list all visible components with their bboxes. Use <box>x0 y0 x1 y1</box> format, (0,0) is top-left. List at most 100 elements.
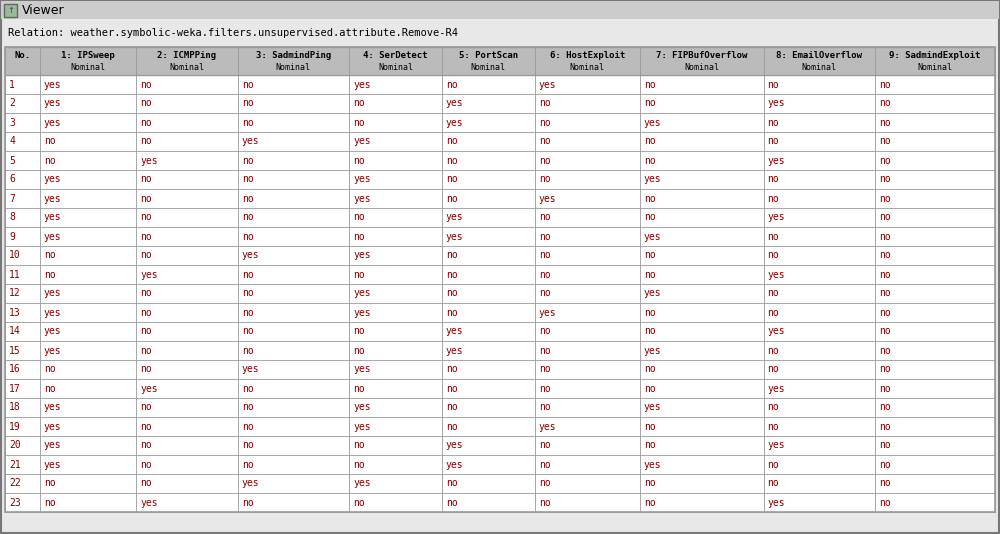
Text: no: no <box>879 155 891 166</box>
FancyBboxPatch shape <box>5 208 995 227</box>
Text: 9: SadmindExploit: 9: SadmindExploit <box>889 51 981 60</box>
Text: no: no <box>140 326 152 336</box>
Text: no: no <box>644 383 656 394</box>
Text: yes: yes <box>44 459 61 469</box>
FancyBboxPatch shape <box>5 75 995 94</box>
Text: no: no <box>44 365 55 374</box>
Text: no: no <box>353 213 365 223</box>
Text: no: no <box>879 80 891 90</box>
Text: Relation: weather.symbolic-weka.filters.unsupervised.attribute.Remove-R4: Relation: weather.symbolic-weka.filters.… <box>8 28 458 38</box>
Text: no: no <box>879 308 891 318</box>
Text: 21: 21 <box>9 459 21 469</box>
Text: yes: yes <box>44 193 61 203</box>
Text: no: no <box>879 441 891 451</box>
Text: no: no <box>44 478 55 489</box>
FancyBboxPatch shape <box>5 493 995 512</box>
Text: 2: ICMPPing: 2: ICMPPing <box>157 51 216 60</box>
Text: no: no <box>879 232 891 241</box>
Text: yes: yes <box>539 193 556 203</box>
Text: 18: 18 <box>9 403 21 412</box>
Text: no: no <box>242 175 253 185</box>
FancyBboxPatch shape <box>5 132 995 151</box>
Text: no: no <box>879 213 891 223</box>
Text: yes: yes <box>644 459 661 469</box>
Text: yes: yes <box>44 98 61 108</box>
Text: yes: yes <box>768 326 785 336</box>
Text: no: no <box>44 270 55 279</box>
Text: no: no <box>879 288 891 299</box>
Text: no: no <box>768 459 779 469</box>
Text: no: no <box>242 403 253 412</box>
FancyBboxPatch shape <box>5 284 995 303</box>
Text: 11: 11 <box>9 270 21 279</box>
Text: no: no <box>353 98 365 108</box>
Text: yes: yes <box>768 498 785 507</box>
Text: yes: yes <box>768 98 785 108</box>
Text: 5: PortScan: 5: PortScan <box>459 51 518 60</box>
Text: yes: yes <box>768 383 785 394</box>
Text: yes: yes <box>644 232 661 241</box>
Text: yes: yes <box>353 250 371 261</box>
Text: no: no <box>353 270 365 279</box>
Text: no: no <box>768 117 779 128</box>
Text: no: no <box>353 498 365 507</box>
Text: yes: yes <box>446 117 463 128</box>
Text: no: no <box>353 155 365 166</box>
FancyBboxPatch shape <box>5 417 995 436</box>
Text: no: no <box>644 308 656 318</box>
Text: no: no <box>140 403 152 412</box>
Text: no: no <box>140 232 152 241</box>
Text: no: no <box>879 326 891 336</box>
FancyBboxPatch shape <box>5 341 995 360</box>
Text: 17: 17 <box>9 383 21 394</box>
Text: 4: 4 <box>9 137 15 146</box>
Text: no: no <box>242 213 253 223</box>
FancyBboxPatch shape <box>5 436 995 455</box>
Text: no: no <box>353 441 365 451</box>
Text: no: no <box>446 421 458 431</box>
Text: 6: 6 <box>9 175 15 185</box>
Text: no: no <box>44 498 55 507</box>
Text: no: no <box>140 478 152 489</box>
Text: no: no <box>242 383 253 394</box>
Text: yes: yes <box>44 232 61 241</box>
Text: no: no <box>879 365 891 374</box>
FancyBboxPatch shape <box>5 47 995 75</box>
Text: no: no <box>644 498 656 507</box>
Text: yes: yes <box>44 441 61 451</box>
Text: yes: yes <box>353 137 371 146</box>
Text: yes: yes <box>44 345 61 356</box>
FancyBboxPatch shape <box>5 360 995 379</box>
Text: no: no <box>140 137 152 146</box>
Text: 10: 10 <box>9 250 21 261</box>
Text: no: no <box>242 155 253 166</box>
Text: 23: 23 <box>9 498 21 507</box>
Text: yes: yes <box>353 175 371 185</box>
Text: yes: yes <box>242 478 259 489</box>
Text: no: no <box>44 137 55 146</box>
Text: no: no <box>353 117 365 128</box>
Text: yes: yes <box>446 441 463 451</box>
Text: Nominal: Nominal <box>169 62 204 72</box>
Text: no: no <box>140 288 152 299</box>
Text: no: no <box>644 98 656 108</box>
Text: no: no <box>140 80 152 90</box>
Text: yes: yes <box>353 193 371 203</box>
Text: yes: yes <box>768 213 785 223</box>
Text: 3: 3 <box>9 117 15 128</box>
Text: yes: yes <box>353 308 371 318</box>
Text: no: no <box>242 98 253 108</box>
Text: 2: 2 <box>9 98 15 108</box>
Text: no: no <box>768 365 779 374</box>
Text: no: no <box>768 232 779 241</box>
Text: no: no <box>242 117 253 128</box>
FancyBboxPatch shape <box>5 474 995 493</box>
Text: no: no <box>446 193 458 203</box>
FancyBboxPatch shape <box>5 170 995 189</box>
FancyBboxPatch shape <box>5 94 995 113</box>
FancyBboxPatch shape <box>5 303 995 322</box>
Text: 9: 9 <box>9 232 15 241</box>
Text: 8: EmailOverflow: 8: EmailOverflow <box>776 51 862 60</box>
Text: 19: 19 <box>9 421 21 431</box>
Text: no: no <box>644 250 656 261</box>
